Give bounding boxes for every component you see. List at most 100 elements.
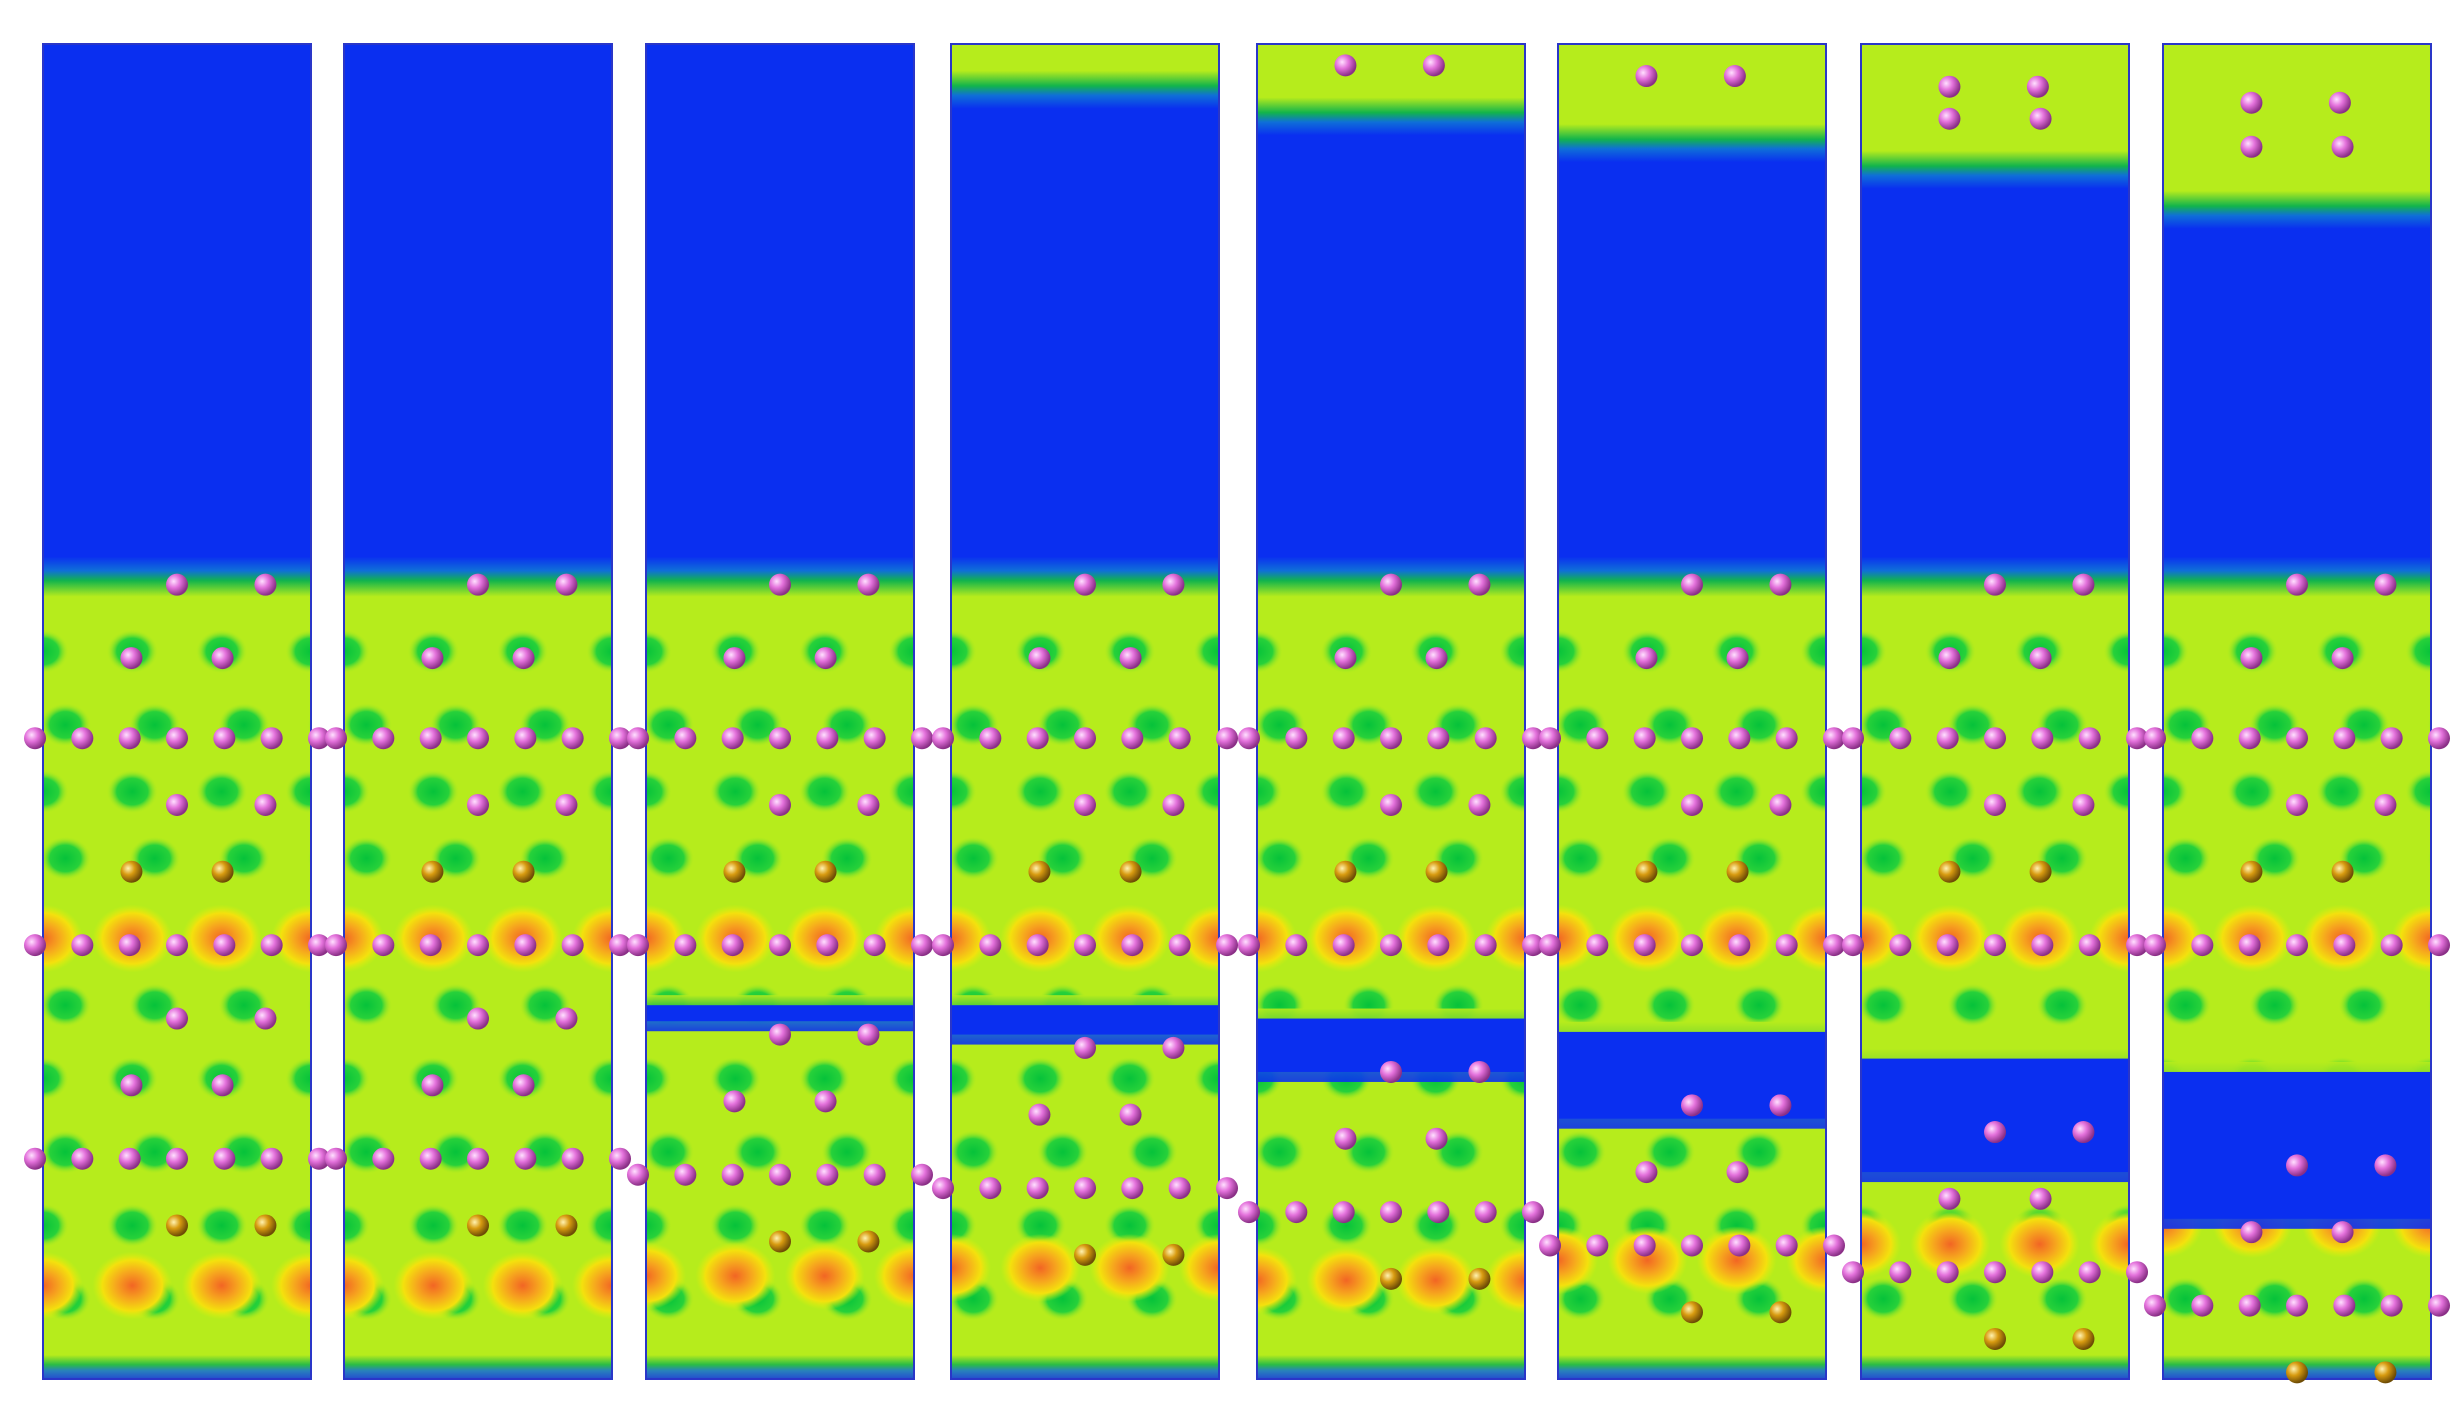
gap-region	[2163, 1071, 2431, 1219]
vacuum-edge-top	[1558, 124, 1826, 163]
density-node	[1733, 1130, 1785, 1175]
gold-atom	[1334, 860, 1357, 883]
density-node	[1710, 769, 1763, 814]
density-node	[586, 629, 612, 674]
density-node	[888, 629, 914, 674]
pink-atom	[1121, 1177, 1144, 1200]
pink-atom	[1074, 1036, 1096, 1059]
pink-atom	[1938, 75, 1961, 98]
pink-atom	[555, 573, 578, 596]
density-node	[1800, 769, 1826, 814]
pink-atom	[1726, 647, 1749, 670]
panel-frame	[1860, 43, 2130, 1380]
pink-atom	[1984, 573, 2006, 596]
pink-atom	[857, 573, 880, 596]
pink-atom	[24, 727, 46, 750]
pink-atom	[2144, 1294, 2166, 1317]
density-node	[2163, 836, 2212, 881]
vacuum-edge-top	[1257, 97, 1525, 136]
pink-atom	[1984, 793, 2006, 816]
pink-atom	[1889, 1261, 1912, 1284]
density-node	[195, 769, 248, 814]
pink-atom	[1168, 727, 1191, 750]
density-node	[646, 769, 672, 814]
pink-atom	[308, 727, 330, 750]
pink-atom	[2240, 647, 2263, 670]
density-hotspot	[43, 904, 83, 973]
pink-atom	[674, 727, 697, 750]
gold-atom	[1380, 1267, 1402, 1290]
pink-atom	[1938, 1187, 1961, 1210]
density-node	[888, 769, 914, 814]
pink-atom	[2238, 1294, 2261, 1317]
pink-atom	[863, 934, 886, 957]
density-node	[1643, 983, 1696, 1028]
density-node	[2405, 629, 2431, 674]
vacuum-region	[344, 44, 612, 565]
pink-atom	[419, 934, 442, 957]
pink-atom	[1681, 573, 1703, 596]
density-node	[43, 769, 69, 814]
density-hotspot	[271, 1251, 311, 1320]
gold-atom	[254, 1214, 277, 1237]
pink-atom	[166, 573, 188, 596]
density-hotspot	[874, 1241, 914, 1310]
density-node	[344, 1203, 370, 1248]
pink-atom	[1586, 934, 1609, 957]
pink-atom	[1162, 573, 1185, 596]
gold-atom	[1635, 860, 1658, 883]
pink-atom	[1635, 65, 1658, 88]
density-node	[1861, 836, 1910, 881]
density-node	[951, 836, 1000, 881]
pink-atom	[1842, 727, 1864, 750]
gold-atom	[2374, 1361, 2397, 1384]
pink-atom	[2374, 793, 2397, 816]
gold-atom	[1162, 1243, 1185, 1266]
density-node	[798, 769, 851, 814]
density-node	[1733, 983, 1785, 1028]
pink-atom	[1474, 727, 1497, 750]
vacuum-region	[951, 100, 1219, 565]
pink-atom	[1775, 1234, 1798, 1257]
density-node	[1946, 983, 1999, 1028]
density-hotspot	[1607, 1226, 1688, 1295]
density-hotspot	[43, 1251, 83, 1320]
pink-atom	[1074, 727, 1096, 750]
density-node	[798, 1056, 851, 1101]
gold-atom	[1119, 860, 1142, 883]
density-node	[1193, 769, 1219, 814]
gold-atom	[2072, 1327, 2095, 1350]
pink-atom	[467, 934, 489, 957]
pink-atom	[467, 1007, 489, 1030]
density-node	[2163, 769, 2189, 814]
pink-atom	[254, 1007, 277, 1030]
bottom-edge	[1257, 1355, 1525, 1379]
density-node	[646, 1130, 695, 1175]
pink-atom	[421, 647, 444, 670]
pink-atom	[1474, 1201, 1497, 1224]
pink-atom	[1121, 727, 1144, 750]
pink-atom	[1285, 934, 1308, 957]
gold-atom	[1984, 1327, 2006, 1350]
density-node	[1621, 769, 1674, 814]
density-hotspot	[2163, 904, 2203, 973]
pink-atom	[2333, 1294, 2356, 1317]
pink-atom	[1238, 934, 1260, 957]
pink-atom	[911, 727, 933, 750]
pink-atom	[1586, 1234, 1609, 1257]
pink-atom	[1026, 1177, 1049, 1200]
pink-atom	[1539, 727, 1561, 750]
pink-atom	[2374, 1154, 2397, 1177]
pink-atom	[2333, 727, 2356, 750]
density-hotspot	[572, 1251, 612, 1320]
pink-atom	[2191, 934, 2214, 957]
density-node	[821, 1130, 873, 1175]
pink-atom	[1026, 934, 1049, 957]
pink-atom	[1726, 1161, 1749, 1184]
pink-atom	[609, 727, 631, 750]
density-node	[43, 629, 69, 674]
pink-atom	[1026, 727, 1049, 750]
pink-atom	[118, 934, 141, 957]
pink-atom	[1539, 934, 1561, 957]
density-node	[646, 629, 672, 674]
